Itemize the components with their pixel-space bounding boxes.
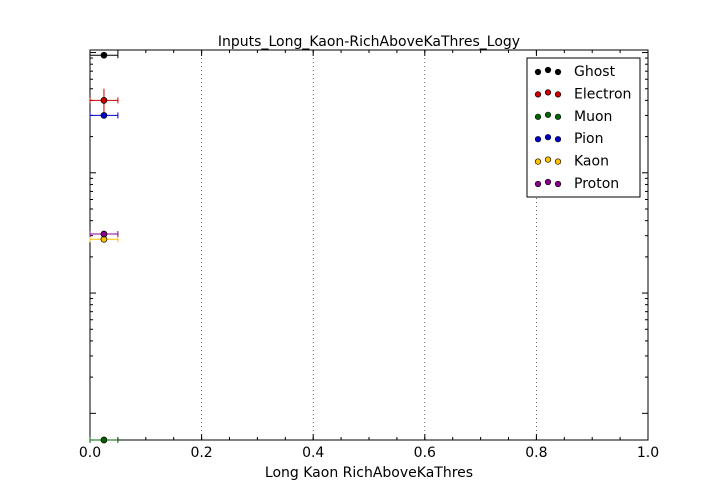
legend-entry-ghost: Ghost — [534, 64, 616, 80]
legend-entry-proton: Proton — [534, 176, 619, 192]
series-kaon — [89, 235, 119, 243]
series-electron — [89, 88, 119, 116]
x-tick-label: 0.0 — [79, 445, 101, 461]
x-tick-label: 1.0 — [637, 445, 659, 461]
legend-marker — [534, 113, 542, 120]
x-tick-label: 0.4 — [302, 445, 324, 461]
legend-marker — [544, 111, 552, 118]
legend-marker — [544, 89, 552, 96]
legend-label: Kaon — [574, 154, 609, 170]
chart-title: Inputs_Long_Kaon-RichAboveKaThres_Logy — [218, 34, 520, 50]
series-ghost — [89, 51, 119, 59]
x-tick-label: 0.2 — [190, 445, 212, 461]
legend-marker — [534, 91, 542, 98]
legend-marker — [544, 66, 552, 74]
legend-marker — [534, 68, 542, 76]
legend: Ghost Electron Muon Pion Kaon Proton — [526, 57, 641, 198]
data-points — [89, 51, 119, 444]
legend-label: Electron — [574, 86, 631, 102]
legend-entry-kaon: Kaon — [534, 154, 609, 170]
legend-marker — [534, 158, 542, 165]
legend-marker — [554, 91, 562, 98]
x-tick-label: 0.8 — [525, 445, 547, 461]
data-point — [100, 230, 108, 238]
legend-label: Ghost — [574, 64, 616, 80]
series-muon — [89, 436, 119, 444]
legend-label: Muon — [574, 109, 612, 125]
legend-marker — [534, 180, 542, 188]
x-tick-label: 0.6 — [414, 445, 436, 461]
data-point — [100, 436, 108, 444]
legend-label: Pion — [574, 131, 603, 147]
legend-marker — [554, 68, 562, 76]
legend-marker — [554, 158, 562, 165]
series-pion — [89, 112, 119, 119]
series-proton — [89, 230, 119, 238]
legend-entry-electron: Electron — [534, 86, 631, 102]
legend-marker — [554, 113, 562, 120]
legend-label: Proton — [574, 176, 619, 192]
data-point — [100, 112, 108, 119]
legend-frame — [526, 57, 641, 198]
legend-marker — [554, 180, 562, 188]
axis-ticks — [89, 50, 649, 440]
legend-marker — [534, 136, 542, 143]
legend-marker — [544, 156, 552, 163]
legend-marker — [554, 136, 562, 143]
legend-entry-muon: Muon — [534, 109, 612, 125]
x-axis-label: Long Kaon RichAboveKaThres — [265, 465, 473, 481]
legend-entry-pion: Pion — [534, 131, 603, 147]
legend-marker — [544, 178, 552, 186]
legend-marker — [544, 134, 552, 141]
data-point — [100, 97, 108, 104]
data-point — [100, 51, 108, 59]
